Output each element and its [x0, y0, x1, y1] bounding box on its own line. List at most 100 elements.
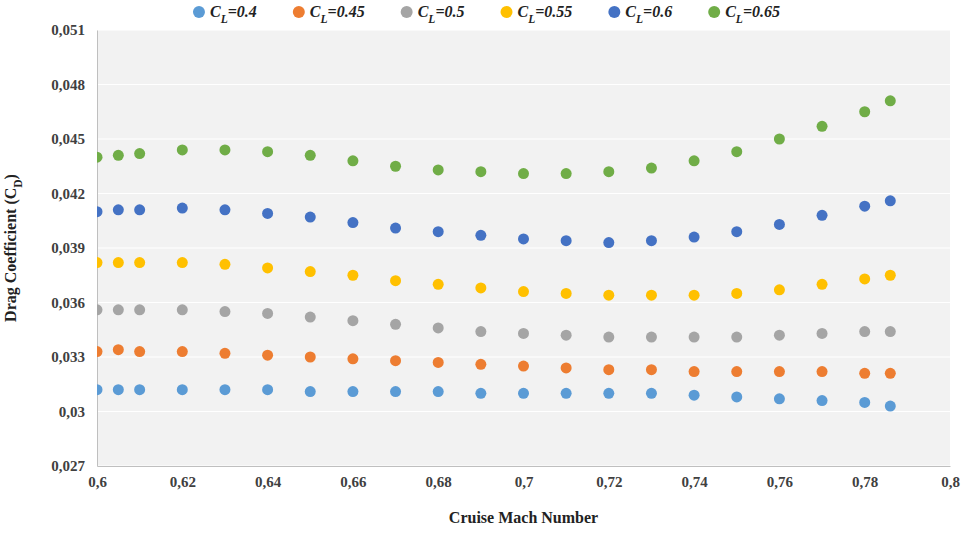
point [774, 330, 785, 341]
y-tick: 0,039 [51, 240, 97, 256]
point [774, 219, 785, 230]
y-tick-label: 0,045 [51, 131, 85, 147]
series [97, 257, 896, 301]
point [646, 332, 657, 343]
point [390, 319, 401, 330]
legend-label: CL=0.55 [518, 3, 573, 25]
point [134, 384, 145, 395]
legend-item: CL=0.45 [293, 3, 365, 25]
point [731, 226, 742, 237]
point [433, 386, 444, 397]
legend-item: CL=0.55 [501, 3, 573, 25]
legend-label: CL=0.65 [725, 3, 780, 25]
point [774, 366, 785, 377]
x-tick-label: 0,74 [681, 474, 708, 490]
legend-item: CL=0.65 [708, 3, 780, 25]
x-tick-label: 0,6 [88, 474, 107, 490]
point [262, 350, 273, 361]
point [347, 353, 358, 364]
grid [97, 30, 950, 466]
x-tick: 0,8 [941, 466, 960, 490]
point [689, 232, 700, 243]
legend-label: CL=0.6 [625, 3, 672, 25]
grid-line [97, 138, 950, 139]
x-tick-label: 0,66 [340, 474, 367, 490]
point [689, 290, 700, 301]
point [774, 284, 785, 295]
legend-marker [193, 6, 205, 18]
y-tick: 0,036 [51, 295, 97, 311]
legend-marker [401, 6, 413, 18]
series [97, 195, 896, 248]
point [305, 150, 316, 161]
point [603, 166, 614, 177]
point [347, 270, 358, 281]
grid-line [97, 193, 950, 194]
point [603, 332, 614, 343]
point [433, 279, 444, 290]
y-axis-title: Drag Coefficient (CD) [2, 174, 24, 322]
point [97, 304, 103, 315]
x-tick-label: 0,7 [515, 474, 534, 490]
point [219, 144, 230, 155]
point [390, 355, 401, 366]
point [262, 308, 273, 319]
x-tick-label: 0,78 [852, 474, 878, 490]
y-tick: 0,027 [51, 458, 97, 474]
grid-line [97, 465, 950, 466]
x-tick-label: 0,62 [170, 474, 196, 490]
point [475, 282, 486, 293]
legend-label: CL=0.45 [310, 3, 365, 25]
x-tick: 0,78 [852, 466, 878, 490]
x-tick-label: 0,8 [941, 474, 960, 490]
point [475, 359, 486, 370]
legend: CL=0.4CL=0.45CL=0.5CL=0.55CL=0.6CL=0.65 [193, 3, 780, 25]
point [731, 366, 742, 377]
x-tick: 0,74 [681, 466, 708, 490]
point [219, 348, 230, 359]
point [689, 366, 700, 377]
y-tick-label: 0,03 [59, 404, 85, 420]
point [518, 168, 529, 179]
point [97, 384, 103, 395]
point [347, 155, 358, 166]
x-tick: 0,6 [88, 466, 107, 490]
point [113, 344, 124, 355]
point [817, 279, 828, 290]
point [97, 206, 103, 217]
point [885, 95, 896, 106]
point [390, 161, 401, 172]
point [689, 390, 700, 401]
series [97, 95, 896, 179]
point [475, 166, 486, 177]
grid-line [97, 302, 950, 303]
legend-item: CL=0.5 [401, 3, 465, 25]
x-tick-label: 0,72 [596, 474, 622, 490]
y-tick-label: 0,048 [51, 77, 85, 93]
point [731, 332, 742, 343]
point [646, 290, 657, 301]
point [518, 286, 529, 297]
point [390, 386, 401, 397]
point [646, 235, 657, 246]
point [518, 233, 529, 244]
plot-background [97, 30, 950, 466]
point [113, 384, 124, 395]
point [347, 386, 358, 397]
point [885, 270, 896, 281]
point [262, 146, 273, 157]
point [305, 386, 316, 397]
point [219, 384, 230, 395]
legend-marker [293, 6, 305, 18]
y-tick: 0,03 [59, 404, 97, 420]
series [97, 344, 896, 379]
x-tick: 0,72 [596, 466, 622, 490]
x-tick: 0,76 [767, 466, 794, 490]
point [433, 226, 444, 237]
point [219, 259, 230, 270]
y-axis-line [97, 31, 98, 467]
x-tick: 0,7 [515, 466, 534, 490]
point [518, 388, 529, 399]
point [113, 304, 124, 315]
point [518, 328, 529, 339]
